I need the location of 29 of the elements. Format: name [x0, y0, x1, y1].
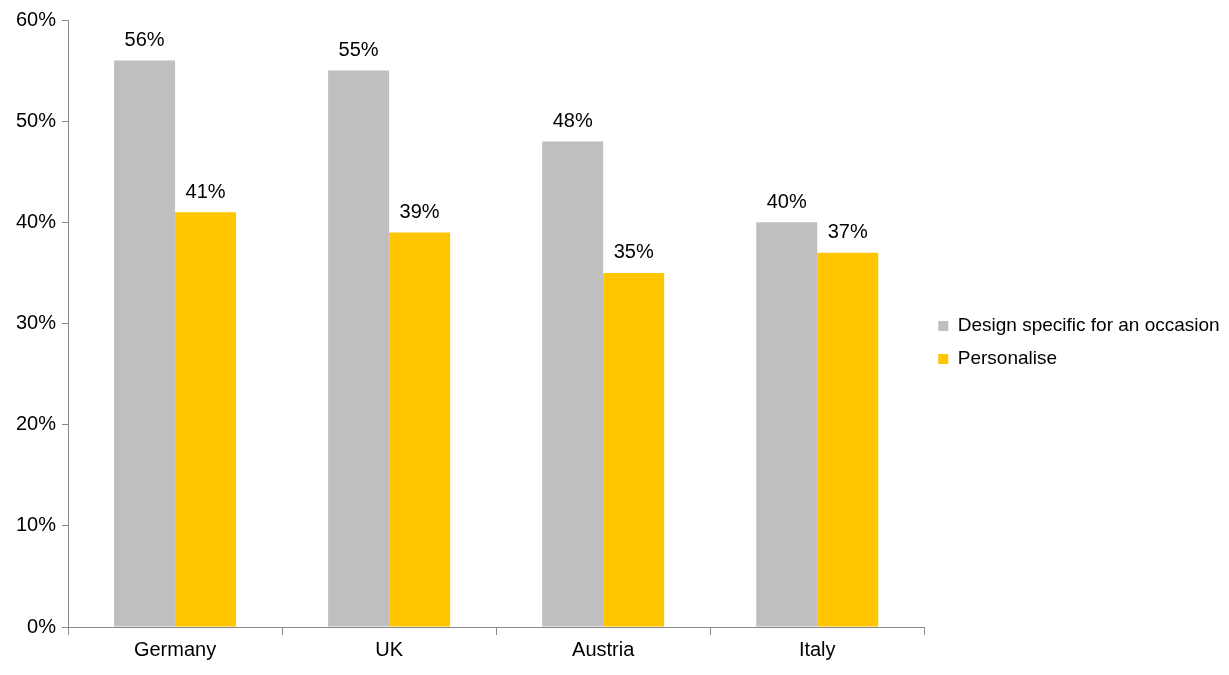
bar	[175, 212, 237, 627]
y-tick-label: 50%	[16, 108, 57, 131]
y-tick-label: 60%	[16, 7, 57, 30]
data-label: 35%	[613, 240, 654, 263]
bar	[817, 252, 879, 627]
bar	[328, 70, 390, 627]
x-tick-label: UK	[375, 637, 404, 660]
data-label: 55%	[338, 38, 379, 61]
y-tick-label: 0%	[27, 614, 57, 637]
y-tick-label: 10%	[16, 513, 57, 536]
data-label: 39%	[399, 199, 440, 222]
bar	[389, 232, 451, 627]
legend-label: Design specific for an occasion	[957, 314, 1220, 336]
x-tick-label: Italy	[798, 637, 836, 660]
data-label: 37%	[827, 220, 868, 243]
bar	[542, 141, 604, 627]
y-tick-label: 40%	[16, 209, 57, 232]
data-label: 48%	[552, 108, 593, 131]
y-tick-label: 30%	[16, 311, 57, 334]
data-label: 40%	[766, 189, 807, 212]
bar	[114, 60, 176, 627]
x-tick-label: Austria	[572, 637, 636, 660]
legend-label: Personalise	[957, 347, 1058, 369]
bar	[603, 272, 665, 627]
x-tick-label: Germany	[133, 637, 217, 660]
bar	[756, 222, 818, 627]
y-tick-label: 20%	[16, 412, 57, 435]
data-label: 56%	[124, 27, 165, 50]
data-label: 41%	[185, 179, 226, 202]
